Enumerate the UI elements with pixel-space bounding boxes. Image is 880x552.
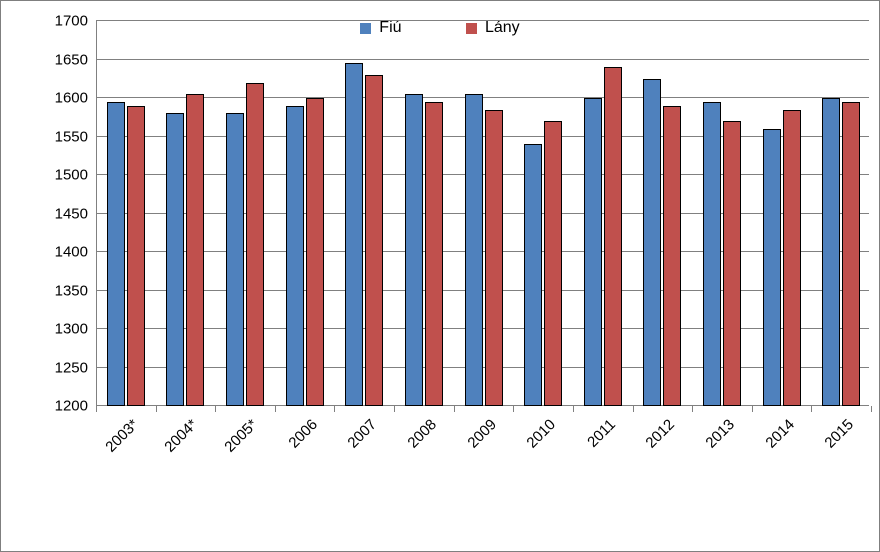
grid-line	[96, 213, 869, 214]
x-tick-label: 2012	[643, 416, 679, 452]
grid-line	[96, 290, 869, 291]
bar	[186, 94, 204, 406]
y-tick-label: 1400	[55, 244, 88, 261]
bar	[524, 144, 542, 406]
x-tick-label: 2015	[822, 416, 858, 452]
bar	[544, 121, 562, 406]
bar	[405, 94, 423, 406]
y-tick-label: 1200	[55, 398, 88, 415]
x-tick-label: 2004*	[162, 416, 202, 456]
y-tick-label: 1300	[55, 321, 88, 338]
grid-line	[96, 59, 869, 60]
y-tick-label: 1600	[55, 90, 88, 107]
bar	[107, 102, 125, 406]
bar	[643, 79, 661, 406]
bar	[226, 113, 244, 406]
grid-line	[96, 136, 869, 137]
grid-line	[96, 20, 869, 21]
y-tick-label: 1350	[55, 282, 88, 299]
bar	[485, 110, 503, 406]
bar	[166, 113, 184, 406]
bar	[286, 106, 304, 406]
x-tick-label: 2009	[464, 416, 500, 452]
x-tick-label: 2014	[762, 416, 798, 452]
bar	[822, 98, 840, 406]
x-tick-label: 2003*	[102, 416, 142, 456]
bar	[246, 83, 264, 406]
y-tick-label: 1650	[55, 51, 88, 68]
bar	[604, 67, 622, 406]
bar	[465, 94, 483, 406]
y-tick-label: 1250	[55, 359, 88, 376]
bar	[703, 102, 721, 406]
bar	[723, 121, 741, 406]
bar	[345, 63, 363, 406]
x-tick-label: 2011	[584, 416, 619, 451]
bar-chart: Fiú Lány 1200125013001350140014501500155…	[0, 0, 880, 552]
y-axis	[96, 21, 97, 406]
y-tick-label: 1450	[55, 205, 88, 222]
x-tick-label: 2010	[524, 416, 560, 452]
bar	[763, 129, 781, 406]
y-tick-label: 1550	[55, 128, 88, 145]
x-tick-label: 2006	[285, 416, 321, 452]
x-tick-label: 2013	[702, 416, 738, 452]
grid-line	[96, 251, 869, 252]
x-axis-labels: 2003* 2004* 2005* 2006 2007 2008 2009 2010 2011 2…	[96, 406, 869, 551]
grid-line	[96, 328, 869, 329]
grid-line	[96, 174, 869, 175]
y-tick-label: 1500	[55, 167, 88, 184]
grid-line	[96, 97, 869, 98]
bar	[127, 106, 145, 406]
grid-line	[96, 367, 869, 368]
x-tick	[871, 406, 872, 412]
x-tick-label: 2007	[345, 416, 381, 452]
y-tick-label: 1700	[55, 13, 88, 30]
x-tick-label: 2005*	[221, 416, 261, 456]
x-tick-label: 2008	[404, 416, 440, 452]
bar	[783, 110, 801, 406]
bar	[663, 106, 681, 406]
bar	[584, 98, 602, 406]
bar	[365, 75, 383, 406]
bar	[842, 102, 860, 406]
bar	[306, 98, 324, 406]
plot-area: 1200125013001350140014501500155016001650…	[96, 21, 869, 406]
bar	[425, 102, 443, 406]
